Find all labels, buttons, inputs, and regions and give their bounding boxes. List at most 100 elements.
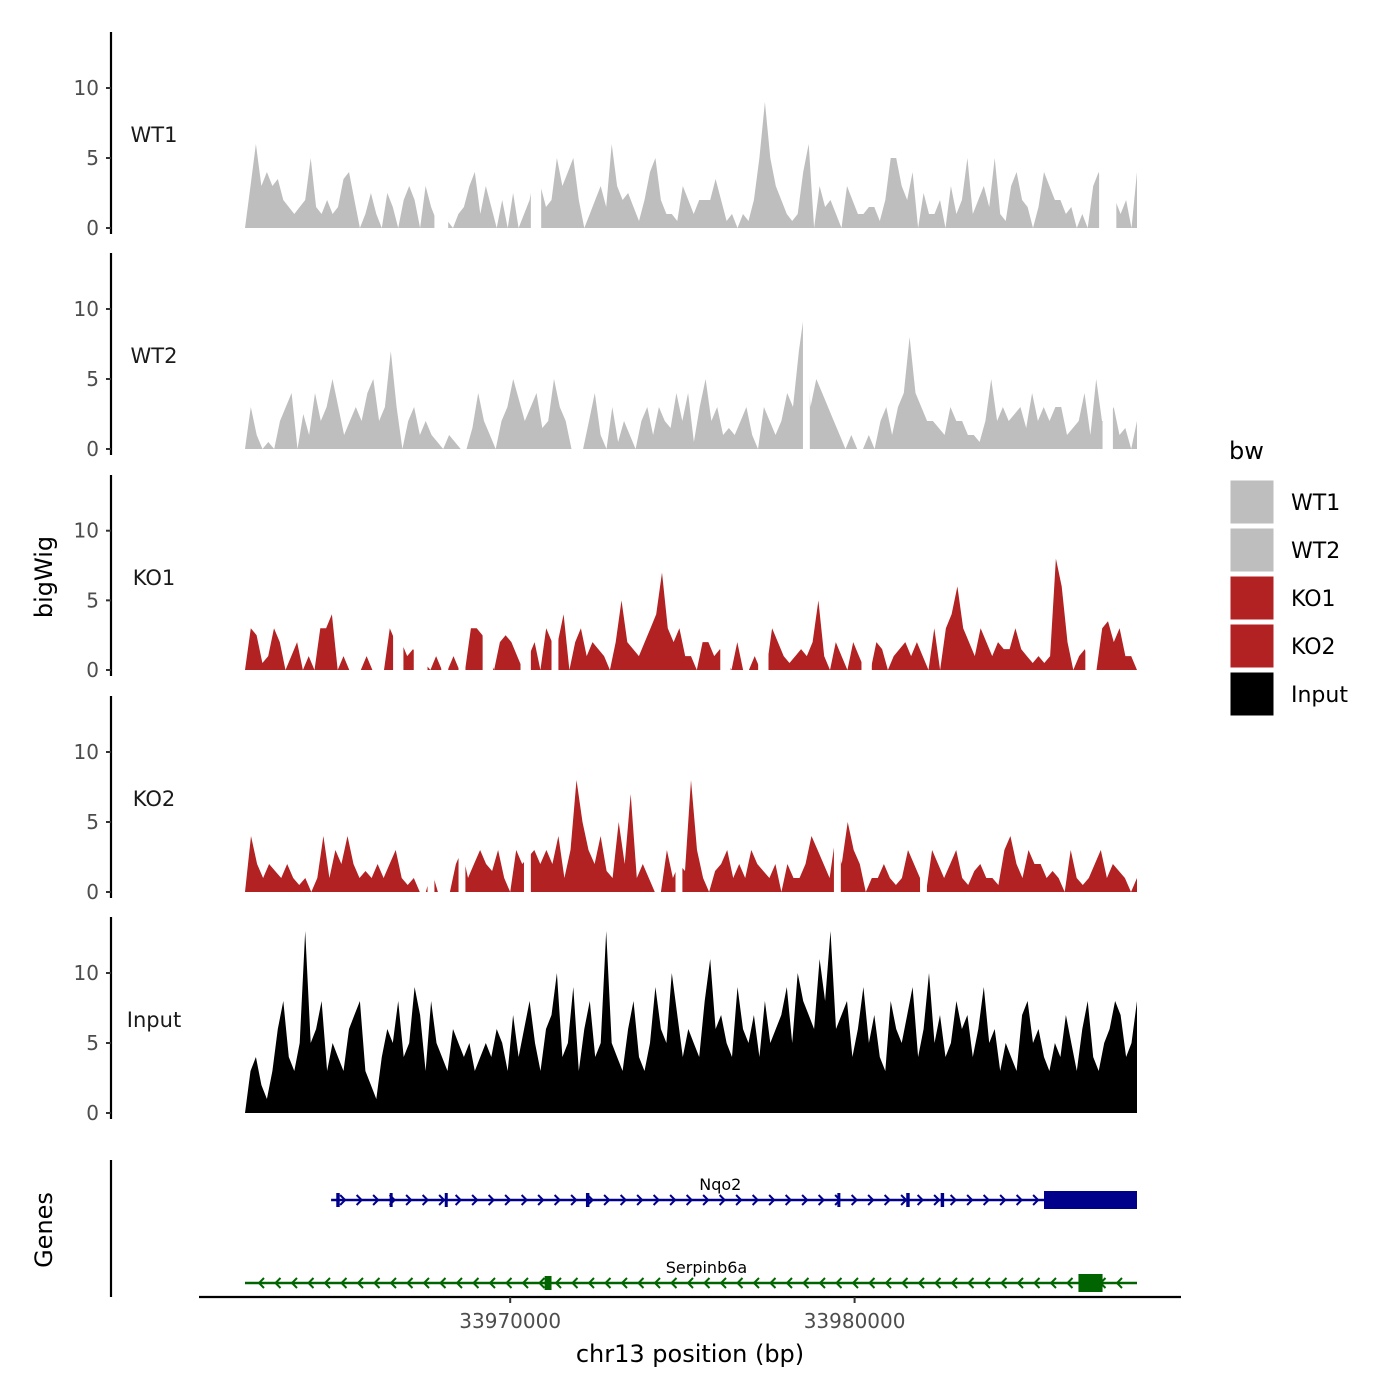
strand-arrow — [587, 1277, 595, 1289]
strand-arrow — [487, 1194, 496, 1206]
gene-label: Serpinb6a — [666, 1258, 747, 1277]
y-tick-label: 5 — [86, 810, 99, 834]
strand-arrow — [537, 1194, 545, 1206]
signal-gap — [427, 694, 435, 894]
strand-arrow — [406, 1277, 414, 1289]
strand-arrow — [719, 1277, 727, 1289]
strand-arrow — [850, 1194, 859, 1206]
strand-arrow — [652, 1194, 661, 1206]
strand-arrow — [422, 1277, 430, 1289]
strand-arrow — [999, 1194, 1007, 1206]
track-name-label: WT2 — [131, 344, 178, 368]
track-name-label: KO1 — [133, 566, 176, 590]
strand-arrow — [439, 1277, 447, 1289]
strand-arrow — [454, 1194, 463, 1206]
strand-arrow — [917, 1277, 925, 1289]
signal-gap — [458, 694, 466, 894]
area-wt1 — [245, 102, 1137, 228]
y-tick-label: 5 — [86, 588, 99, 612]
gene-exon — [940, 1193, 945, 1207]
strand-arrow — [835, 1277, 843, 1289]
strand-arrow — [620, 1277, 628, 1289]
strand-arrow — [520, 1194, 529, 1206]
gene-cds-block — [1044, 1191, 1137, 1209]
x-axis-label: chr13 position (bp) — [576, 1340, 804, 1368]
y-tick-label: 10 — [74, 961, 99, 985]
genes-axis-label: Genes — [30, 1192, 58, 1268]
area-ko1 — [245, 558, 1137, 670]
strand-arrow — [916, 1194, 925, 1206]
strand-arrow — [372, 1194, 380, 1206]
track-wt2: 0 5 10 WT2 — [74, 251, 1137, 461]
y-tick-label: 5 — [86, 146, 99, 170]
strand-arrow — [1016, 1277, 1024, 1289]
strand-arrow — [983, 1277, 991, 1289]
x-tick-label: 33980000 — [804, 1309, 906, 1333]
signal-gap — [530, 30, 542, 230]
strand-arrow — [669, 1194, 677, 1206]
signal-gap — [520, 473, 531, 672]
strand-arrow — [752, 1277, 760, 1289]
strand-arrow — [1032, 1194, 1040, 1206]
gene-cds-block — [1078, 1274, 1103, 1292]
signal-gap — [920, 694, 927, 894]
y-tick-label: 5 — [86, 367, 99, 391]
strand-arrow — [323, 1277, 331, 1289]
strand-arrow — [949, 1194, 958, 1206]
strand-arrow — [604, 1277, 612, 1289]
track-wt1: 0 5 10 WT1 — [74, 30, 1137, 240]
signal-gap — [434, 30, 449, 230]
strand-arrow — [355, 1194, 364, 1206]
legend-item-wt1: WT1 — [1229, 479, 1340, 525]
legend-swatch — [1229, 623, 1275, 669]
track-name-label: KO2 — [133, 787, 176, 811]
signal-gap — [758, 473, 769, 672]
strand-arrow — [934, 1277, 942, 1289]
strand-arrow — [389, 1277, 397, 1289]
strand-arrow — [471, 1194, 479, 1206]
strand-arrow — [521, 1277, 529, 1289]
gene-exon — [444, 1193, 448, 1207]
signal-gap — [482, 473, 493, 672]
strand-arrow — [455, 1277, 463, 1289]
strand-arrow — [603, 1194, 611, 1206]
strand-arrow — [933, 1194, 941, 1206]
legend-label: Input — [1291, 683, 1348, 708]
strand-arrow — [505, 1277, 513, 1289]
y-tick-label: 0 — [86, 216, 99, 240]
signal-gap — [1085, 473, 1096, 672]
strand-arrow — [670, 1277, 678, 1289]
legend-swatch — [1229, 575, 1275, 621]
strand-arrow — [950, 1277, 958, 1289]
strand-arrow — [769, 1277, 777, 1289]
strand-arrow — [307, 1277, 315, 1289]
strand-arrow — [751, 1194, 760, 1206]
x-tick-label: 33970000 — [459, 1309, 561, 1333]
strand-arrow — [538, 1277, 546, 1289]
legend-label: KO2 — [1291, 635, 1336, 660]
y-tick-label: 0 — [86, 880, 99, 904]
signal-gap — [523, 694, 531, 894]
strand-arrow — [868, 1277, 876, 1289]
signal-gap — [720, 473, 731, 672]
signal-gap — [861, 473, 872, 672]
strand-arrow — [553, 1194, 562, 1206]
area-wt2 — [245, 309, 1137, 449]
strand-arrow — [421, 1194, 430, 1206]
strand-arrow — [554, 1277, 562, 1289]
signal-gap — [833, 694, 841, 894]
signal-gap — [441, 473, 449, 672]
track-ko2: 0 5 10 KO2 — [74, 694, 1137, 904]
strand-arrow — [1066, 1277, 1074, 1289]
strand-arrow — [883, 1194, 892, 1206]
strand-arrow — [884, 1277, 892, 1289]
legend-swatch — [1229, 527, 1275, 573]
strand-arrow — [619, 1194, 628, 1206]
strand-arrow — [653, 1277, 661, 1289]
y-tick-label: 10 — [74, 297, 99, 321]
gene-exon — [837, 1193, 841, 1207]
strand-arrow — [817, 1194, 826, 1206]
y-tick-label: 10 — [74, 519, 99, 543]
y-tick-label: 0 — [86, 437, 99, 461]
strand-arrow — [1115, 1277, 1123, 1289]
